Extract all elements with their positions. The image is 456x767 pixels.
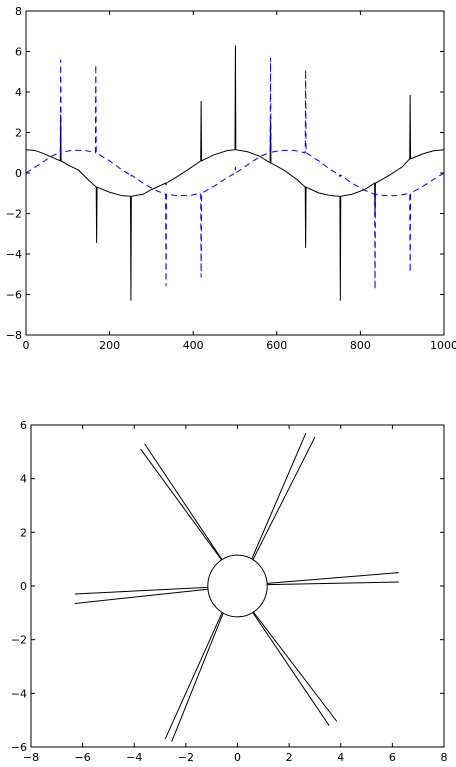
x-tick-label: 0	[23, 339, 30, 352]
y-tick-label: −4	[6, 248, 22, 261]
x-tick-label: 4	[337, 751, 344, 764]
spoke-line-5	[267, 581, 399, 586]
x-tick-label: 1000	[430, 339, 456, 352]
y-tick-label: 6	[15, 46, 22, 59]
y-tick-label: 4	[20, 473, 27, 486]
spoke-line-0	[251, 432, 307, 560]
y-tick-label: 8	[15, 5, 22, 18]
y-tick-label: −2	[11, 634, 27, 647]
y-tick-label: −4	[11, 687, 27, 700]
x-tick-label: −2	[178, 751, 194, 764]
x-tick-label: 600	[266, 339, 287, 352]
spoke-line-10	[164, 612, 223, 740]
plot-area	[26, 45, 444, 301]
y-tick-label: 2	[20, 526, 27, 539]
spoke-line-8	[252, 612, 330, 726]
series-line-1	[26, 57, 444, 290]
x-tick-label: 2	[286, 751, 293, 764]
y-tick-label: 4	[15, 86, 22, 99]
x-tick-label: −8	[23, 751, 39, 764]
x-tick-label: 800	[350, 339, 371, 352]
x-tick-label: 400	[183, 339, 204, 352]
x-tick-label: 6	[389, 751, 396, 764]
plot-area	[74, 432, 399, 742]
spoke-line-11	[171, 612, 224, 742]
spoke-line-1	[252, 436, 316, 560]
y-tick-label: −6	[11, 741, 27, 754]
series-line-0	[26, 45, 444, 301]
x-tick-label: 8	[441, 751, 448, 764]
y-tick-label: −2	[6, 208, 22, 221]
y-tick-label: 0	[20, 580, 27, 593]
x-tick-label: −6	[75, 751, 91, 764]
center-circle	[207, 554, 268, 618]
y-tick-label: 0	[15, 167, 22, 180]
y-tick-label: 6	[20, 419, 27, 432]
y-tick-label: −8	[6, 329, 22, 342]
x-tick-label: 0	[234, 751, 241, 764]
y-tick-label: 2	[15, 127, 22, 140]
spoke-line-7	[74, 588, 208, 604]
x-tick-label: −4	[126, 751, 142, 764]
y-tick-label: −6	[6, 289, 22, 302]
spoke-line-6	[74, 586, 208, 595]
x-tick-label: 200	[99, 339, 120, 352]
spoke-line-9	[252, 611, 338, 722]
chart-top-waves: 0 200 400 600 800 1000 8 6 4 2 0 −2 −4 −6 −8	[6, 5, 456, 352]
spoke-line-4	[267, 572, 399, 584]
spoke-line-3	[140, 448, 223, 561]
spoke-line-2	[144, 443, 223, 560]
